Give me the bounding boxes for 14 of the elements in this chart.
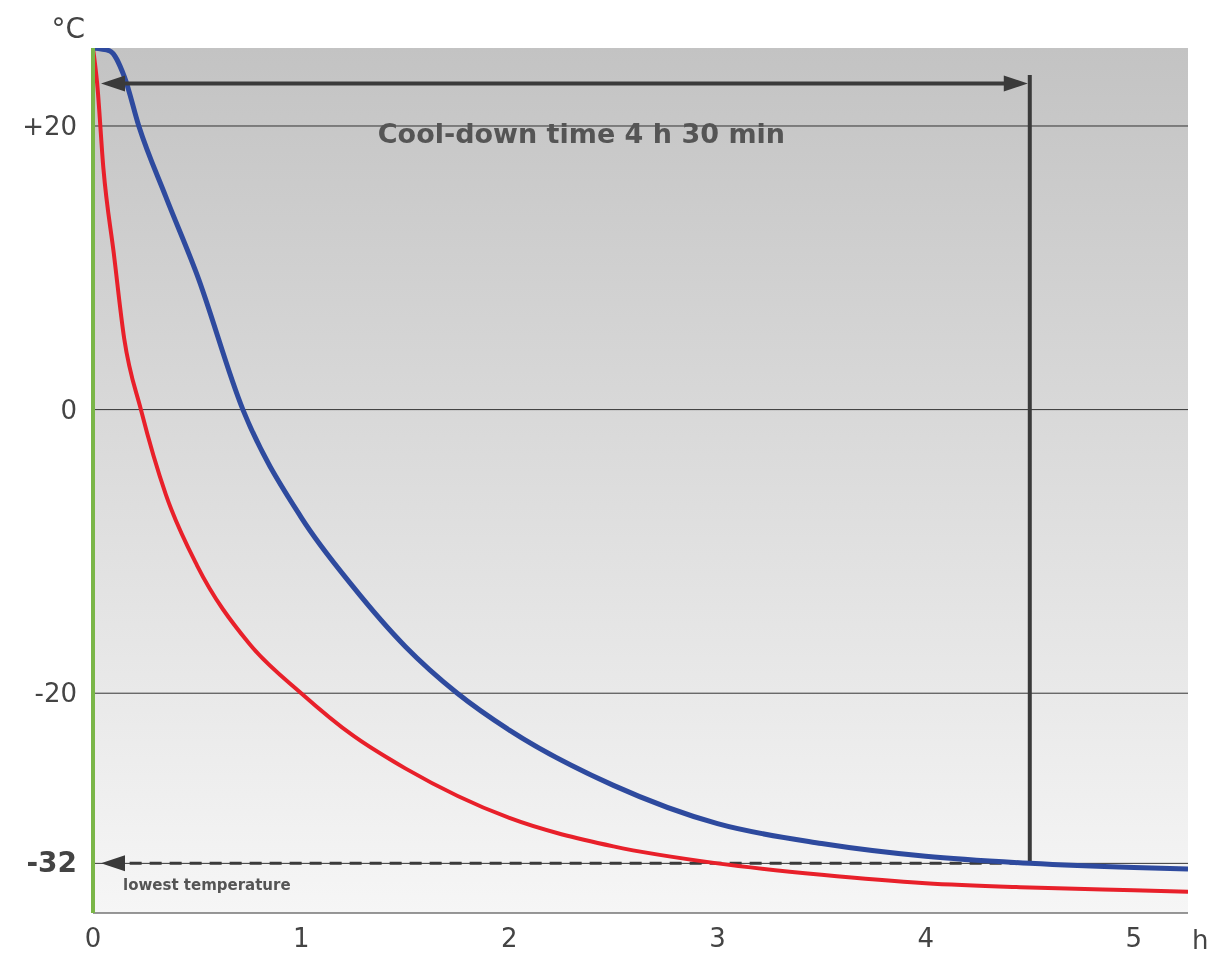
x-tick-label: 5 [1125, 923, 1143, 953]
y-tick-label: -20 [34, 678, 77, 709]
annotation: Cool-down time 4 h 30 min [377, 118, 785, 150]
x-tick-label: 4 [917, 923, 934, 953]
x-tick-label: 0 [84, 923, 102, 953]
y-tick-label: 0 [60, 394, 77, 425]
legend-label: lowest temperature [123, 876, 291, 895]
y-tick-label: +20 [22, 110, 77, 141]
x-tick-label: 3 [709, 923, 726, 953]
y-tick-label: -32 [26, 846, 77, 880]
x-axis-title: h [1192, 925, 1209, 955]
x-tick-label: 2 [501, 923, 518, 953]
x-tick-label: 1 [292, 923, 310, 953]
y-axis-title: °C [51, 12, 85, 45]
